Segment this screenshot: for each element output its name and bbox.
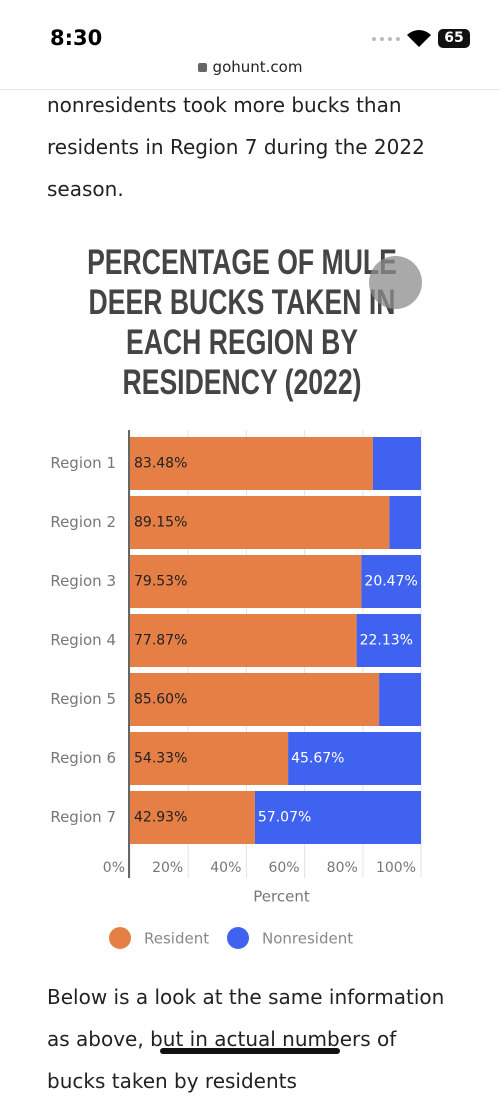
bar-segment [130, 673, 380, 726]
y-tick-label: Region 5 [50, 690, 116, 708]
y-tick-label: Region 1 [50, 454, 116, 472]
data-label: 79.53% [134, 574, 187, 590]
data-label: 45.67% [291, 751, 344, 767]
y-tick-label: Region 2 [50, 513, 116, 531]
bar-segment [379, 673, 421, 726]
paragraph: Below is a look at the same information … [47, 985, 445, 1093]
data-label: 83.48% [134, 456, 187, 472]
y-tick-label: Region 7 [50, 808, 116, 826]
bar-segment [130, 555, 362, 608]
x-tick-label: 0% [103, 860, 125, 876]
bar-segment [130, 732, 289, 785]
chart: 0% 20% 40% 60% 80% 100% Percent Region 1 83.48% R… [50, 430, 422, 949]
x-axis-label: Percent [253, 888, 310, 906]
legend-label: Nonresident [262, 930, 353, 948]
data-label: 77.87% [134, 633, 187, 649]
x-tick-label: 60% [268, 860, 299, 876]
data-label: 20.47% [364, 574, 417, 590]
y-tick-label: Region 4 [50, 631, 116, 649]
signal [372, 37, 400, 45]
url-bar[interactable]: gohunt.com [0, 58, 500, 76]
x-tick-label: 40% [210, 860, 241, 876]
bar-segment [389, 496, 421, 549]
bar-segment [130, 791, 255, 844]
data-label: 57.07% [258, 810, 311, 826]
bar-segment [372, 437, 421, 490]
x-tick-label: 100% [376, 860, 416, 876]
legend-marker [227, 927, 249, 949]
bar-segment [356, 614, 421, 667]
bar-segment [130, 496, 390, 549]
data-label: 89.15% [134, 515, 187, 531]
bar-segment [130, 614, 357, 667]
expand-button[interactable] [369, 256, 422, 309]
chart-title: PERCENTAGE OF MULE DEER BUCKS TAKEN IN E… [87, 243, 397, 402]
x-tick-label: 80% [327, 860, 358, 876]
divider [0, 89, 500, 90]
battery: 65 [438, 29, 470, 48]
data-label: 85.60% [134, 692, 187, 708]
y-tick-label: Region 3 [50, 572, 116, 590]
data-label: 22.13% [360, 633, 413, 649]
home-indicator [160, 1048, 340, 1054]
legend-label: Resident [144, 930, 209, 948]
paragraph: nonresidents took more bucks than reside… [47, 93, 425, 201]
wifi [407, 30, 431, 47]
clock: 8:30 [50, 26, 103, 50]
legend-marker [109, 927, 131, 949]
url: gohunt.com [212, 58, 303, 76]
data-label: 54.33% [134, 751, 187, 767]
bar-segment [254, 791, 421, 844]
y-tick-label: Region 6 [50, 749, 116, 767]
data-label: 42.93% [134, 810, 187, 826]
bar-segment [288, 732, 421, 785]
bar-segment [361, 555, 421, 608]
bar-segment [130, 437, 373, 490]
x-tick-label: 20% [152, 860, 183, 876]
